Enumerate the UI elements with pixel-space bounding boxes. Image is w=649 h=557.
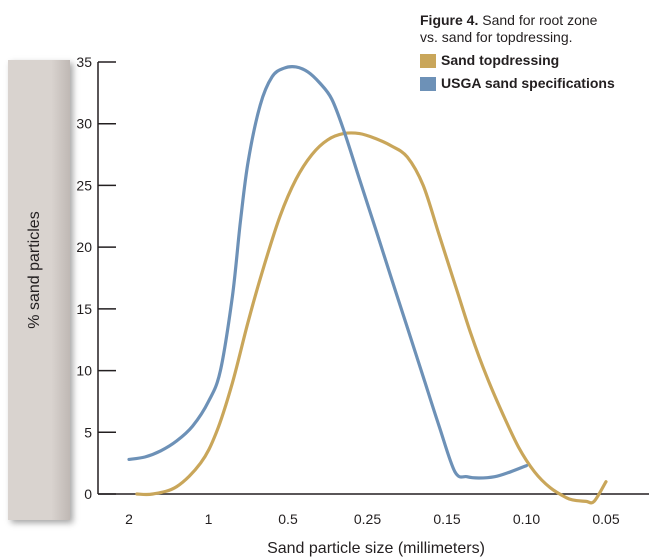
y-tick-label: 15 (76, 301, 92, 317)
y-tick-label: 10 (76, 363, 92, 379)
legend-swatch-usga (420, 76, 436, 91)
y-tick-label: 20 (76, 239, 92, 255)
y-tick-label: 5 (84, 424, 92, 440)
y-tick-label: 30 (76, 116, 92, 132)
y-tick-label: 35 (76, 54, 92, 70)
y-tick-label: 25 (76, 177, 92, 193)
figure-subtitle-part1: Sand for root zone (482, 12, 598, 28)
series-line-usga-sand-specifications (127, 64, 529, 480)
x-tick-label: 0.25 (354, 511, 381, 527)
figure-caption-line1: Figure 4. Sand for root zone (420, 12, 649, 29)
y-tick-label: 0 (84, 486, 92, 502)
x-tick-label: 2 (125, 511, 133, 527)
series-line-sand-topdressing (135, 131, 608, 505)
y-axis-label-band (8, 60, 70, 520)
legend-swatch-topdressing (420, 53, 436, 68)
figure-number: Figure 4. (420, 12, 479, 28)
legend-item-topdressing: Sand topdressing (420, 52, 649, 69)
x-tick-label: 0.10 (513, 511, 540, 527)
legend-label-topdressing: Sand topdressing (441, 52, 560, 68)
legend-label-usga: USGA sand specifications (441, 75, 615, 91)
x-tick-label: 0.05 (592, 511, 619, 527)
x-tick-label: 0.15 (433, 511, 460, 527)
legend-item-usga: USGA sand specifications (420, 75, 649, 92)
chart-legend: Figure 4. Sand for root zone vs. sand fo… (420, 12, 649, 92)
x-tick-label: 1 (205, 511, 213, 527)
figure-subtitle-part2: vs. sand for topdressing. (420, 29, 573, 45)
x-axis-title: Sand particle size (millimeters) (267, 540, 485, 557)
x-tick-label: 0.5 (278, 511, 298, 527)
